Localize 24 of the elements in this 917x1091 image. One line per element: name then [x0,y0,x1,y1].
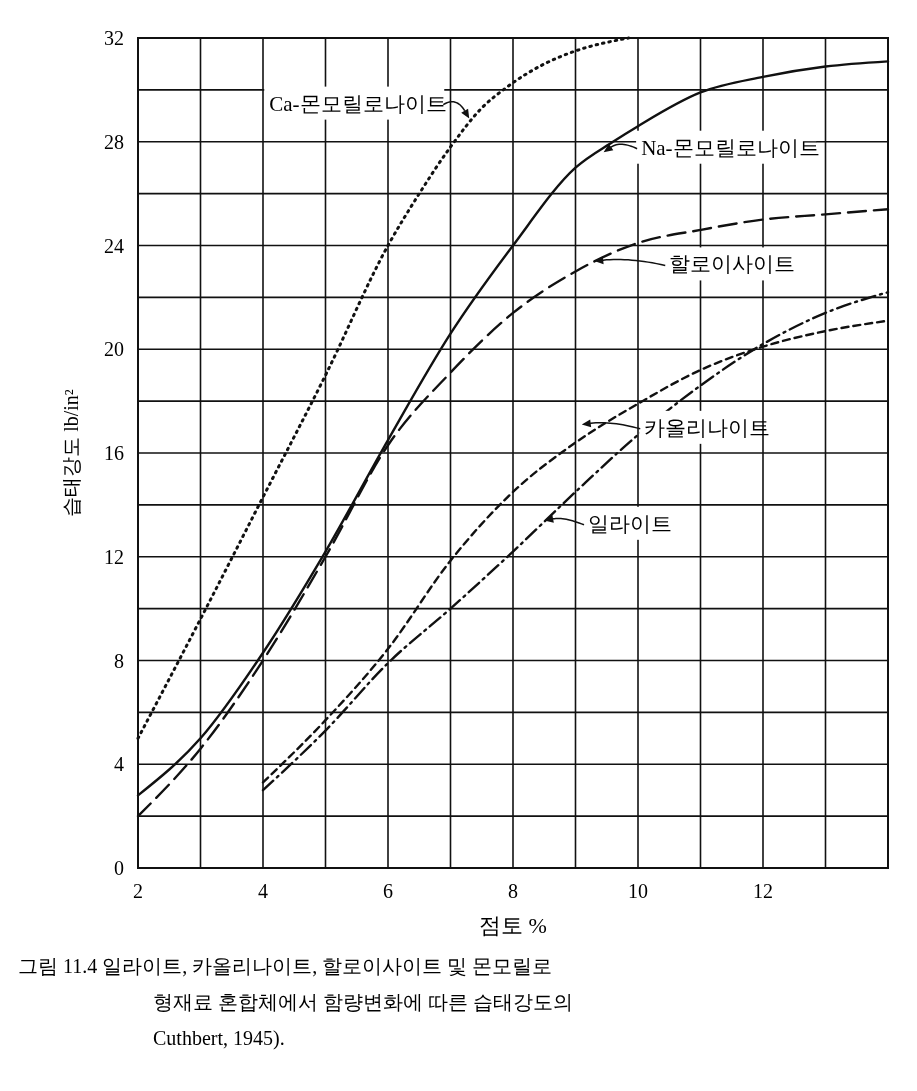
y-tick-label: 32 [104,27,124,49]
y-axis-title: 습태강도 lb/in² [60,389,82,517]
x-axis-title: 점토 % [479,913,547,938]
y-tick-label: 16 [104,442,124,464]
y-tick-label: 8 [114,649,124,672]
y-tick-label: 4 [114,753,124,776]
caption: 그림 11.4 일라이트, 카올리나이트, 할로이사이트 및 몬모릴로 [18,955,553,977]
text: Cuthbert, 1945). [153,1027,285,1050]
x-tick-label: 4 [258,880,268,902]
legend-label: Na-몬모릴로나이트 [641,135,820,160]
x-tick-label: 8 [508,880,518,902]
y-tick-label: 24 [104,234,124,257]
x-tick-label: 12 [753,880,773,902]
text: 형재료 혼합체에서 함량변화에 따른 습태강도의 [153,991,573,1013]
series-label: Ca-몬모릴로나이트 [269,91,447,116]
y-tick-label: 12 [104,545,124,568]
x-tick-label: 10 [628,880,648,902]
x-tick-label: 6 [383,880,393,902]
y-tick-label: 0 [114,857,124,879]
legend-label: 할로이사이트 [669,252,796,277]
y-tick-label: 20 [104,338,124,361]
x-tick-label: 2 [133,880,143,902]
legend-label: 일라이트 [588,511,672,536]
y-tick-label: 28 [104,130,124,153]
